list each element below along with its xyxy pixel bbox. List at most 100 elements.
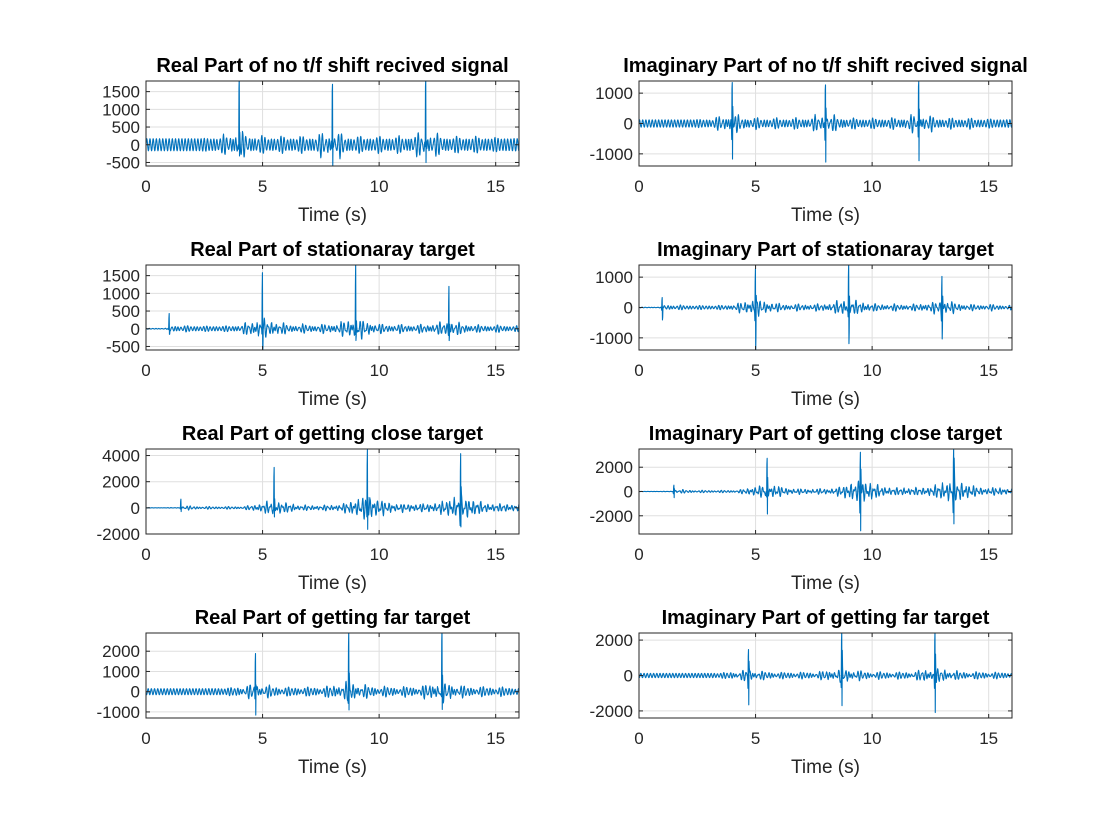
y-tick-label: 0 (624, 299, 633, 318)
subplot-title: Imaginary Part of stationaray target (657, 239, 994, 261)
y-tick-label: -2000 (590, 507, 633, 526)
y-tick-label: 0 (624, 667, 633, 686)
x-tick-label: 5 (258, 545, 267, 564)
y-tick-label: 1000 (595, 84, 633, 103)
y-tick-label: 0 (131, 683, 140, 702)
x-axis-label: Time (s) (298, 757, 367, 778)
x-axis-label: Time (s) (298, 205, 367, 226)
plot-area (145, 632, 520, 719)
plot-area (145, 448, 520, 535)
y-tick-label: 4000 (102, 447, 140, 466)
x-tick-label: 15 (486, 177, 505, 196)
x-tick-label: 0 (141, 729, 150, 748)
y-tick-label: 2000 (102, 473, 140, 492)
plot-frame (145, 632, 520, 719)
x-tick-label: 10 (370, 177, 389, 196)
x-tick-label: 10 (863, 177, 882, 196)
x-tick-label: 0 (634, 729, 643, 748)
x-tick-label: 0 (634, 545, 643, 564)
signal-trace (146, 81, 519, 166)
x-tick-label: 0 (141, 361, 150, 380)
x-tick-label: 5 (258, 729, 267, 748)
x-tick-label: 15 (979, 729, 998, 748)
x-tick-label: 0 (634, 361, 643, 380)
y-tick-label: -2000 (97, 525, 140, 544)
plot-frame (145, 80, 520, 167)
plot-frame (145, 448, 520, 535)
y-tick-label: 0 (131, 320, 140, 339)
x-tick-label: 5 (258, 177, 267, 196)
x-tick-label: 15 (979, 177, 998, 196)
x-axis-label: Time (s) (298, 573, 367, 594)
x-tick-label: 10 (863, 361, 882, 380)
subplot-title: Imaginary Part of no t/f shift recived s… (623, 55, 1028, 77)
x-tick-label: 5 (751, 545, 760, 564)
x-tick-label: 10 (370, 361, 389, 380)
x-tick-label: 0 (141, 545, 150, 564)
y-tick-label: -500 (106, 337, 140, 356)
x-tick-label: 15 (979, 361, 998, 380)
y-tick-label: 0 (131, 136, 140, 155)
x-tick-label: 10 (370, 545, 389, 564)
x-axis-label: Time (s) (791, 757, 860, 778)
y-tick-label: 1000 (102, 284, 140, 303)
x-axis-label: Time (s) (298, 389, 367, 410)
y-tick-label: -1000 (590, 145, 633, 164)
signal-trace (639, 265, 1012, 350)
signal-trace (639, 633, 1012, 714)
subplot-title: Imaginary Part of getting close target (649, 423, 1003, 445)
y-tick-label: 500 (112, 118, 140, 137)
signal-trace (639, 449, 1012, 532)
y-tick-label: 500 (112, 302, 140, 321)
x-tick-label: 10 (863, 545, 882, 564)
subplot-title: Real Part of stationaray target (190, 239, 475, 261)
x-tick-label: 15 (486, 729, 505, 748)
subplot-title: Real Part of no t/f shift recived signal (156, 55, 508, 77)
signal-trace (639, 81, 1012, 163)
plot-frame (145, 264, 520, 351)
x-tick-label: 15 (979, 545, 998, 564)
x-tick-label: 5 (751, 729, 760, 748)
x-tick-label: 10 (370, 729, 389, 748)
y-tick-label: 0 (131, 499, 140, 518)
x-tick-label: 15 (486, 361, 505, 380)
y-tick-label: 1000 (595, 268, 633, 287)
x-tick-label: 5 (258, 361, 267, 380)
y-tick-label: 1500 (102, 83, 140, 102)
y-tick-label: 0 (624, 115, 633, 134)
subplot-title: Real Part of getting far target (195, 607, 471, 629)
x-axis-label: Time (s) (791, 205, 860, 226)
y-tick-label: 1000 (102, 100, 140, 119)
y-tick-label: 2000 (102, 642, 140, 661)
x-tick-label: 10 (863, 729, 882, 748)
subplot-title: Real Part of getting close target (182, 423, 484, 445)
y-tick-label: 1000 (102, 662, 140, 681)
x-tick-label: 5 (751, 361, 760, 380)
signal-trace (146, 633, 519, 716)
y-tick-label: -1000 (590, 329, 633, 348)
plot-area (145, 264, 520, 351)
x-tick-label: 0 (634, 177, 643, 196)
y-tick-label: -500 (106, 153, 140, 172)
x-tick-label: 0 (141, 177, 150, 196)
y-tick-label: 1500 (102, 267, 140, 286)
signal-trace (146, 449, 519, 530)
subplot-title: Imaginary Part of getting far target (662, 607, 990, 629)
y-tick-label: 0 (624, 483, 633, 502)
x-tick-label: 15 (486, 545, 505, 564)
y-tick-label: 2000 (595, 458, 633, 477)
y-tick-label: 2000 (595, 631, 633, 650)
y-tick-label: -2000 (590, 702, 633, 721)
x-axis-label: Time (s) (791, 389, 860, 410)
x-axis-label: Time (s) (791, 573, 860, 594)
signal-trace (146, 265, 519, 350)
